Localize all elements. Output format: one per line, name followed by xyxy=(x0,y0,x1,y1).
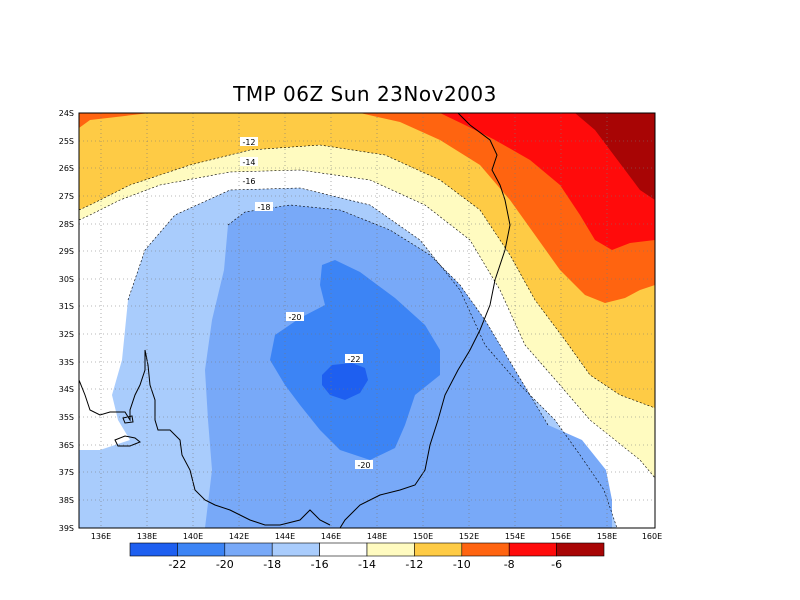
lon-tick: 154E xyxy=(505,532,525,541)
colorbar-label: -16 xyxy=(311,558,329,571)
contour-label: -12 xyxy=(242,138,255,147)
band-m16-m14-sw xyxy=(79,395,130,450)
lon-tick: 150E xyxy=(413,532,433,541)
colorbar-label: -14 xyxy=(358,558,376,571)
lat-axis: 24S 25S 26S 27S 28S 29S 30S 31S 32S 33S … xyxy=(59,109,74,533)
colorbar-label: -20 xyxy=(216,558,234,571)
band-gt-m6 xyxy=(575,113,655,200)
lat-tick: 37S xyxy=(59,468,74,477)
lat-tick: 39S xyxy=(59,524,74,533)
band-lt-m22 xyxy=(322,363,368,400)
colorbar-swatch xyxy=(508,542,557,557)
colorbar-swatch xyxy=(129,542,178,557)
lon-axis: 136E 138E 140E 142E 144E 146E 148E 150E … xyxy=(91,532,662,541)
contour-label: -16 xyxy=(242,177,255,186)
lon-tick: 138E xyxy=(137,532,157,541)
lat-tick: 24S xyxy=(59,109,74,118)
colorbar-label: -18 xyxy=(263,558,281,571)
contour-fill-layer xyxy=(79,113,655,528)
contour-label: -22 xyxy=(347,355,360,364)
grid xyxy=(79,113,655,528)
colorbar-swatch xyxy=(461,542,510,557)
lon-tick: 142E xyxy=(229,532,249,541)
colorbar-swatch xyxy=(414,542,463,557)
contour-label: -18 xyxy=(257,203,270,212)
contour-label: -20 xyxy=(357,461,370,470)
map-title: TMP 06Z Sun 23Nov2003 xyxy=(233,82,497,106)
lon-tick: 136E xyxy=(91,532,111,541)
band-m10-m8 xyxy=(79,113,655,303)
colorbar-label: -8 xyxy=(504,558,515,571)
lon-tick: 160E xyxy=(642,532,662,541)
lat-tick: 32S xyxy=(59,330,74,339)
contour-label: -20 xyxy=(288,313,301,322)
colorbar-label: -22 xyxy=(168,558,186,571)
colorbar-swatch xyxy=(177,542,226,557)
colorbar: -22 -20 -18 -16 -14 -12 -10 -8 -6 xyxy=(129,542,605,571)
lat-tick: 33S xyxy=(59,358,74,367)
lat-tick: 38S xyxy=(59,496,74,505)
lat-tick: 25S xyxy=(59,137,74,146)
lon-tick: 156E xyxy=(551,532,571,541)
contour-label: -14 xyxy=(242,158,255,167)
lon-tick: 148E xyxy=(367,532,387,541)
colorbar-label: -10 xyxy=(453,558,471,571)
lat-tick: 36S xyxy=(59,441,74,450)
contour-labels: -12 -14 -16 -18 -20 -22 -20 xyxy=(240,137,373,470)
colorbar-swatch xyxy=(224,542,273,557)
lat-tick: 35S xyxy=(59,413,74,422)
lat-tick: 27S xyxy=(59,192,74,201)
lon-tick: 152E xyxy=(459,532,479,541)
lon-tick: 144E xyxy=(275,532,295,541)
colorbar-swatch xyxy=(319,542,368,557)
lat-tick: 30S xyxy=(59,275,74,284)
lat-tick: 29S xyxy=(59,247,74,256)
colorbar-swatch xyxy=(366,542,415,557)
lon-tick: 146E xyxy=(321,532,341,541)
band-m8-m6 xyxy=(440,113,655,250)
lat-tick: 34S xyxy=(59,385,74,394)
lon-tick: 140E xyxy=(183,532,203,541)
lon-tick: 158E xyxy=(597,532,617,541)
plot-frame xyxy=(78,112,656,529)
lat-tick: 26S xyxy=(59,164,74,173)
coastline xyxy=(79,113,511,528)
colorbar-swatch xyxy=(271,542,320,557)
lat-tick: 28S xyxy=(59,220,74,229)
colorbar-label: -12 xyxy=(405,558,423,571)
colorbar-swatch xyxy=(556,542,605,557)
colorbar-label: -6 xyxy=(551,558,562,571)
lat-tick: 31S xyxy=(59,302,74,311)
